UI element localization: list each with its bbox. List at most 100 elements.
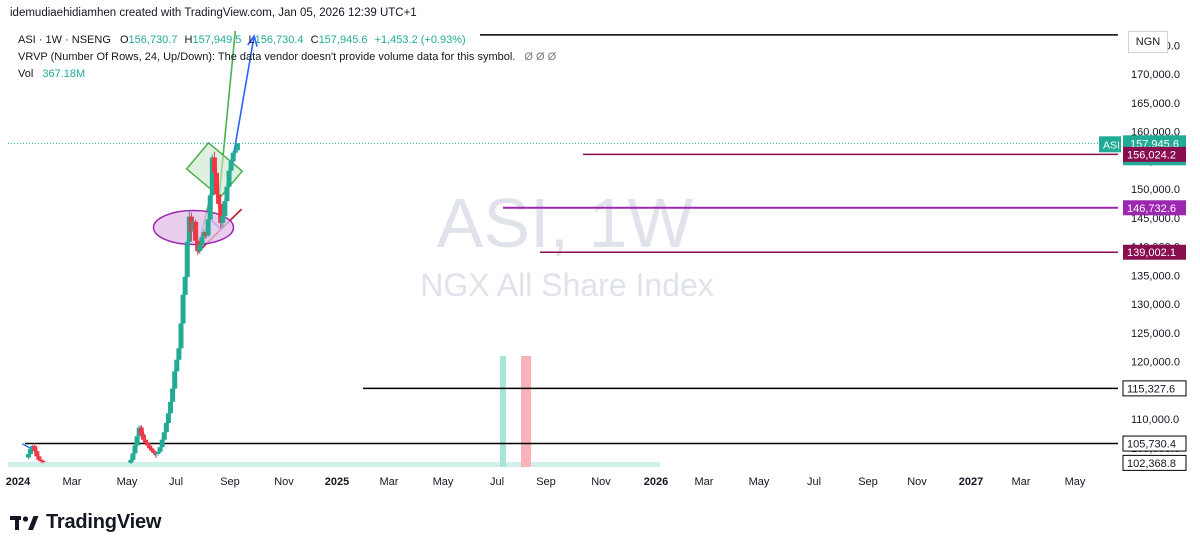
- candle-body: [155, 451, 161, 455]
- time-axis[interactable]: 2024 Mar May Jul Sep Nov 2025 Mar May Jul Sep Nov 20…: [6, 476, 1086, 488]
- price-label-bg: [1123, 244, 1186, 260]
- time-tick-label: Mar: [1012, 476, 1031, 488]
- candle-body: [165, 413, 171, 424]
- price-label-bg: [1123, 146, 1186, 162]
- volume-profile-bar: [500, 356, 506, 467]
- price-label-bg: [1123, 200, 1186, 216]
- candle-body: [128, 459, 134, 463]
- candle-body: [224, 186, 230, 202]
- volume-profile: [8, 356, 660, 467]
- candle-body: [226, 170, 232, 187]
- time-tick-label: 2026: [644, 476, 668, 488]
- candle-body: [230, 152, 236, 162]
- candle-body: [180, 294, 186, 324]
- time-tick-label: May: [117, 476, 138, 488]
- volume-profile-base: [8, 462, 660, 467]
- vrvp-text[interactable]: VRVP (Number Of Rows, 24, Up/Down): The …: [18, 51, 516, 63]
- volume-row: Vol 367.18M: [18, 66, 556, 83]
- vrvp-status-icons: Ø Ø Ø: [524, 51, 557, 63]
- price-label-bg: [1122, 435, 1187, 452]
- time-tick-label: May: [433, 476, 454, 488]
- currency-button[interactable]: NGN: [1128, 31, 1168, 53]
- candle-body: [38, 459, 44, 461]
- candle-body: [40, 460, 46, 463]
- price-tick-label: 110,000.0: [1131, 414, 1179, 426]
- arrow-head: [247, 34, 258, 47]
- candle-body: [228, 161, 234, 171]
- time-tick-label: Nov: [591, 476, 611, 488]
- low-label: L: [248, 34, 255, 46]
- time-tick-label: Nov: [907, 476, 927, 488]
- candle-body: [36, 456, 42, 460]
- horizontal-levels: [25, 34, 1118, 445]
- time-tick-label: Jul: [807, 476, 821, 488]
- candle-body: [32, 446, 38, 452]
- price-tick-label: 170,000.0: [1131, 69, 1180, 81]
- candle-body: [234, 143, 240, 151]
- price-tick-label: 150,000.0: [1131, 184, 1180, 196]
- price-label-value: 146,732.6: [1127, 203, 1176, 215]
- candle-body: [159, 439, 165, 448]
- candle-body: [214, 172, 220, 195]
- time-tick-label: 2024: [6, 476, 31, 488]
- price-label-value: 139,002.1: [1127, 247, 1176, 259]
- price-label-bg: [1122, 380, 1187, 397]
- legend: ASI · 1W · NSENG O156,730.7 H157,949.5 L…: [18, 32, 556, 83]
- price-tick-label: 165,000.0: [1131, 98, 1180, 110]
- volume-profile-bar: [521, 356, 527, 467]
- time-tick-label: Jul: [490, 476, 504, 488]
- candle-body: [149, 448, 155, 451]
- close-value: 157,945.6: [318, 34, 368, 46]
- price-label-value: 115,327.6: [1127, 383, 1175, 395]
- candle-body: [172, 371, 178, 389]
- symbol-info[interactable]: ASI · 1W · NSENG: [18, 34, 111, 46]
- candle-body: [205, 219, 211, 236]
- candle-body: [161, 432, 167, 440]
- price-labels: 157,945.64d 2hASI156,024.2146,732.6139,0…: [1099, 135, 1187, 471]
- price-tick-label: 120,000.0: [1131, 357, 1180, 369]
- time-tick-label: Mar: [63, 476, 82, 488]
- candle-body: [199, 237, 205, 245]
- time-tick-label: Sep: [858, 476, 878, 488]
- watermark: ASI, 1W NGX All Share Index: [420, 184, 713, 303]
- candle-body: [147, 445, 153, 449]
- candle-body: [220, 216, 226, 223]
- price-tick-label: 130,000.0: [1131, 299, 1180, 311]
- candle-body: [209, 157, 215, 196]
- candle-body: [216, 194, 222, 204]
- candle-body: [157, 447, 163, 452]
- credit-line: idemudiaehidiamhen created with TradingV…: [10, 7, 417, 19]
- candle-body: [218, 203, 224, 223]
- candle-body: [193, 221, 199, 241]
- time-tick-label: May: [749, 476, 770, 488]
- candle-body: [211, 157, 217, 173]
- candle-body: [138, 427, 144, 435]
- time-tick-label: Sep: [536, 476, 556, 488]
- symbol-tag-bg: [1099, 136, 1121, 153]
- close-label: C: [310, 34, 319, 46]
- candle-body: [25, 454, 31, 458]
- change-value: +1,453.2 (+0.93%): [374, 34, 466, 46]
- candle-body: [134, 436, 140, 446]
- candle-body: [184, 241, 190, 277]
- watermark-ticker: ASI, 1W: [437, 184, 694, 262]
- candle-body: [142, 439, 148, 443]
- candle-body: [170, 388, 176, 402]
- candle-body: [151, 450, 157, 453]
- candle-body: [176, 348, 182, 360]
- time-tick-label: 2025: [325, 476, 349, 488]
- price-tick-label: 145,000.0: [1131, 213, 1180, 225]
- time-tick-label: Jul: [169, 476, 183, 488]
- open-value: 156,730.7: [128, 34, 178, 46]
- high-value: 157,949.5: [192, 34, 242, 46]
- drawings: [21, 30, 258, 462]
- high-label: H: [184, 34, 193, 46]
- price-label-value: 105,730.4: [1127, 439, 1176, 451]
- price-label-bg: [1122, 454, 1187, 471]
- volume-profile-bar: [527, 356, 531, 467]
- vol-label[interactable]: Vol: [18, 68, 34, 80]
- watermark-name: NGX All Share Index: [420, 267, 713, 303]
- candle-body: [174, 359, 180, 372]
- candle-body: [163, 423, 169, 433]
